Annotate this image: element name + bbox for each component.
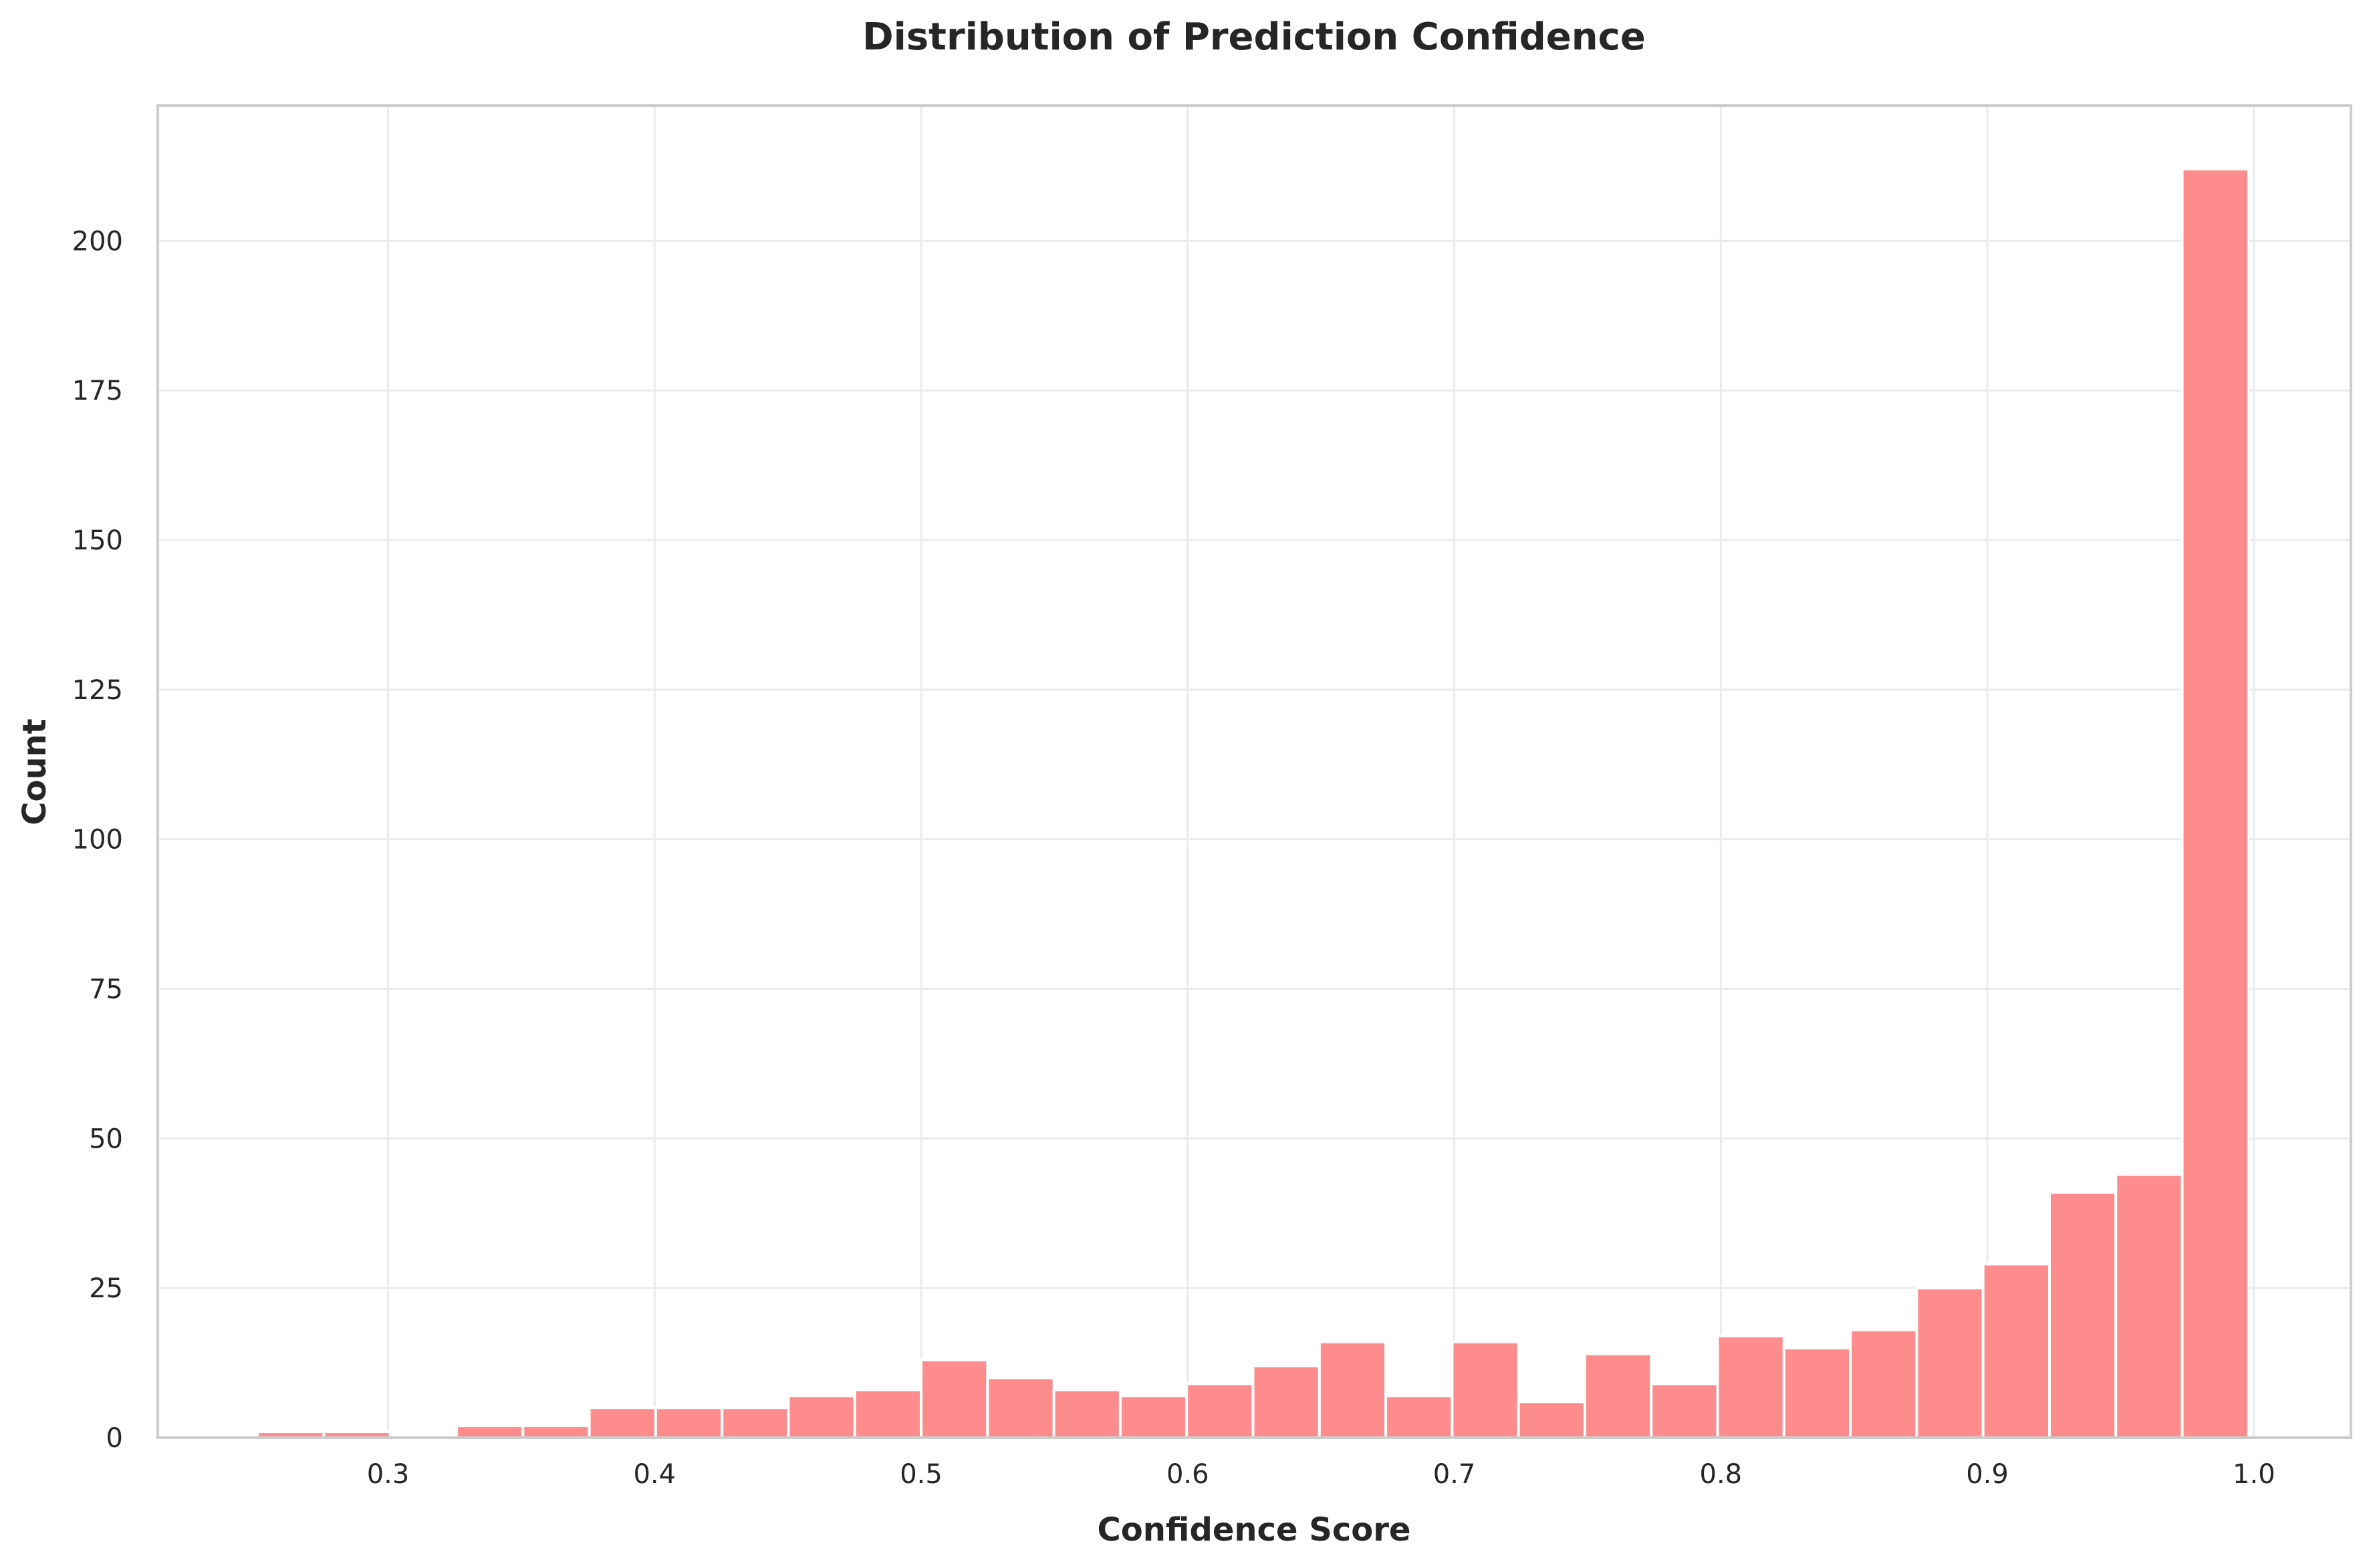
histogram-bar (588, 1406, 657, 1440)
histogram-bar (1384, 1394, 1454, 1440)
y-tick-label: 25 (89, 1273, 123, 1304)
y-axis-label: Count (16, 718, 53, 825)
histogram-bar (1118, 1394, 1189, 1440)
histogram-bar (986, 1376, 1055, 1440)
y-tick-label: 100 (72, 825, 123, 856)
grid-lines (158, 106, 2351, 1439)
histogram-bar (1052, 1388, 1122, 1440)
histogram-bar (1981, 1263, 2051, 1439)
y-tick-label: 200 (72, 226, 123, 257)
x-tick-label: 0.7 (1433, 1459, 1476, 1490)
y-tick-label: 175 (72, 376, 123, 406)
histogram-bar (920, 1358, 989, 1440)
histogram-bar (1517, 1400, 1586, 1439)
histogram-bar (2048, 1190, 2118, 1439)
x-axis-label: Confidence Score (1098, 1511, 1411, 1549)
histogram-bar (1650, 1382, 1719, 1439)
histogram-bar (1915, 1287, 1985, 1439)
histogram-bar (787, 1394, 856, 1440)
histogram-bar (853, 1388, 923, 1440)
histogram-bar (1318, 1340, 1388, 1440)
histogram-bars (256, 167, 2250, 1440)
plot-background (158, 106, 2351, 1438)
histogram-bar (2180, 167, 2250, 1439)
histogram-bar (1849, 1328, 1918, 1439)
x-tick-label: 0.3 (367, 1459, 410, 1490)
x-tick-label: 1.0 (2233, 1459, 2275, 1490)
y-tick-label: 0 (106, 1423, 123, 1454)
y-tick-label: 150 (72, 525, 123, 556)
y-tick-label: 125 (72, 675, 123, 706)
x-tick-label: 0.8 (1700, 1459, 1743, 1490)
histogram-bar (2114, 1173, 2184, 1439)
x-tick-label: 0.4 (633, 1459, 676, 1490)
histogram-bar (1451, 1340, 1520, 1440)
y-tick-label: 50 (89, 1124, 123, 1154)
histogram-bar (1716, 1334, 1785, 1439)
y-tick-labels: 0 25 50 75 100 125 150 175 200 (72, 226, 123, 1454)
histogram-bar (1185, 1382, 1255, 1439)
y-tick-label: 75 (89, 974, 123, 1005)
histogram-bar (654, 1406, 724, 1440)
x-tick-labels: 0.3 0.4 0.5 0.6 0.7 0.8 0.9 1.0 (367, 1459, 2275, 1490)
chart-title: Distribution of Prediction Confidence (862, 15, 1646, 59)
x-tick-label: 0.6 (1166, 1459, 1209, 1490)
x-tick-label: 0.5 (900, 1459, 943, 1490)
plot-frame (156, 104, 2352, 1439)
histogram-bar (1251, 1364, 1321, 1440)
histogram-bar (1782, 1346, 1852, 1439)
histogram-bar (455, 1424, 525, 1440)
histogram-bar (721, 1406, 790, 1440)
x-tick-label: 0.9 (1966, 1459, 2009, 1490)
histogram-bar (521, 1424, 591, 1440)
histogram-bar (1583, 1352, 1653, 1439)
